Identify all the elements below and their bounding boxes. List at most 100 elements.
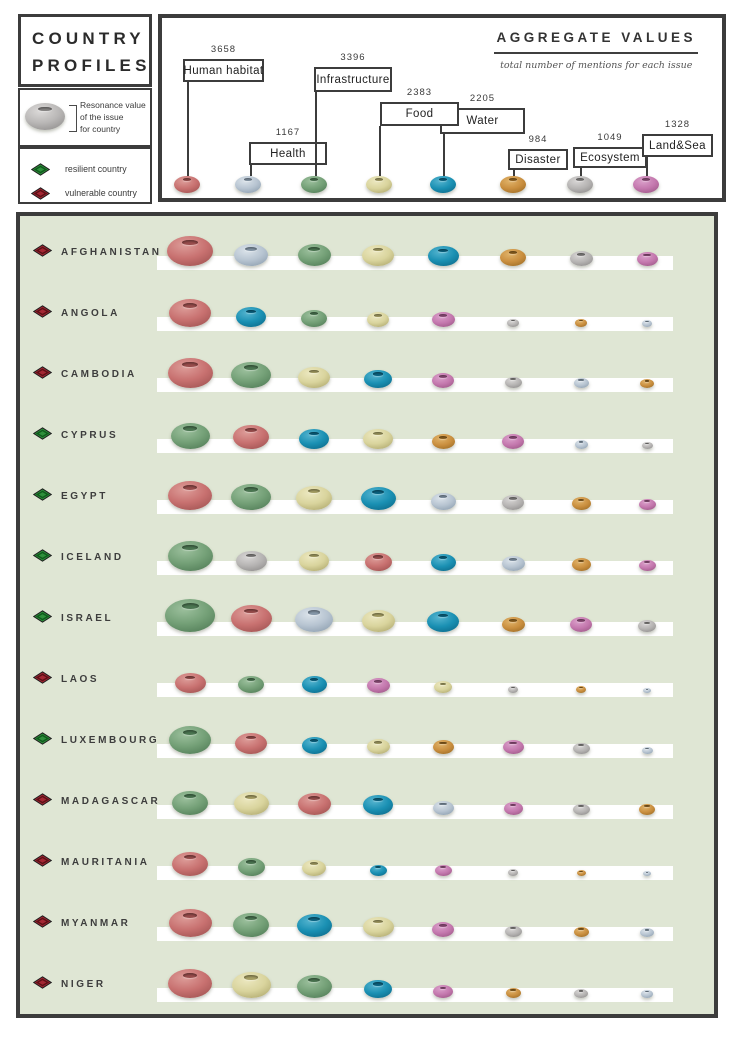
status-legend: resilient country vulnerable country xyxy=(18,147,152,204)
donut-disaster xyxy=(575,319,587,327)
donut-health xyxy=(501,556,525,571)
donut-food xyxy=(361,610,395,632)
connector-line-infrastructure xyxy=(315,92,317,176)
donut-habitat xyxy=(174,176,200,193)
donut-health xyxy=(641,990,653,998)
donut-landsea xyxy=(633,176,659,193)
connector-line-disaster xyxy=(513,170,515,176)
donut-ecosystem xyxy=(507,319,519,327)
page-title: COUNTRY xyxy=(32,29,145,48)
donut-ecosystem xyxy=(508,869,518,876)
donut-ecosystem xyxy=(504,377,522,388)
donut-landsea xyxy=(502,434,524,449)
donut-health xyxy=(430,493,456,510)
vulnerable-diamond-icon xyxy=(32,854,53,867)
donut-infrastructure xyxy=(297,244,331,266)
issue-box-habitat: Human habitat xyxy=(183,59,264,82)
donut-infrastructure xyxy=(231,484,271,510)
donut-food xyxy=(434,681,452,693)
aggregate-value-food: 2383 xyxy=(406,87,433,98)
donut-infrastructure xyxy=(167,541,213,571)
donut-health xyxy=(643,688,651,693)
donut-water xyxy=(301,676,327,693)
donut-food xyxy=(363,429,393,449)
aggregate-value-infrastructure: 3396 xyxy=(340,52,366,63)
aggregate-title: AGGREGATE VALUES xyxy=(494,30,698,54)
aggregate-value-disaster: 984 xyxy=(528,134,548,145)
issue-box-infrastructure: Infrastructure xyxy=(314,67,392,92)
vulnerable-diamond-icon xyxy=(30,187,51,205)
donut-infrastructure xyxy=(301,176,327,193)
row-band xyxy=(157,744,673,758)
country-status-resilient xyxy=(32,488,53,506)
donut-landsea xyxy=(638,499,656,510)
donut-landsea xyxy=(366,678,390,693)
donut-water xyxy=(296,914,332,937)
donut-food xyxy=(367,312,389,327)
donut-habitat xyxy=(172,852,208,876)
country-label: ISRAEL xyxy=(61,613,114,624)
donut-health xyxy=(574,440,588,449)
issue-box-ecosystem: Ecosystem xyxy=(573,147,647,168)
country-label: LUXEMBOURG xyxy=(61,735,160,746)
legend-resonance-line3: for country xyxy=(80,124,121,134)
aggregate-value-ecosystem: 1049 xyxy=(597,132,623,143)
donut-disaster xyxy=(431,434,455,449)
vulnerable-label: vulnerable country xyxy=(65,188,137,198)
row-band xyxy=(157,561,673,575)
donut-disaster xyxy=(639,804,655,815)
donut-disaster xyxy=(432,740,454,754)
donut-water xyxy=(369,865,387,876)
donut-ecosystem xyxy=(504,926,522,937)
row-band xyxy=(157,500,673,514)
donut-infrastructure xyxy=(233,913,269,937)
donut-food xyxy=(233,792,269,815)
donut-water xyxy=(427,611,459,632)
donut-infrastructure xyxy=(301,310,327,327)
row-band xyxy=(157,927,673,941)
donut-ecosystem xyxy=(569,251,593,266)
country-label: ANGOLA xyxy=(61,308,120,319)
connector-line-water xyxy=(443,134,445,176)
donut-disaster xyxy=(501,617,525,632)
donut-food xyxy=(366,176,392,193)
donut-disaster xyxy=(500,176,526,193)
row-band xyxy=(157,683,673,697)
aggregate-subtitle: total number of mentions for each issue xyxy=(500,60,693,71)
country-status-vulnerable xyxy=(32,305,53,323)
aggregate-values-panel: AGGREGATE VALUES total number of mention… xyxy=(158,14,726,202)
donut-habitat xyxy=(168,481,212,510)
country-status-resilient xyxy=(32,610,53,628)
vulnerable-diamond-icon xyxy=(32,915,53,928)
aggregate-title-block: AGGREGATE VALUES total number of mention… xyxy=(494,30,698,71)
country-label: NIGER xyxy=(61,979,106,990)
donut-ecosystem xyxy=(567,176,593,193)
country-label: MYANMAR xyxy=(61,918,131,929)
donut-landsea xyxy=(636,252,658,266)
donut-ecosystem xyxy=(508,686,518,693)
donut-health xyxy=(641,747,653,754)
country-status-vulnerable xyxy=(32,244,53,262)
row-band xyxy=(157,805,673,819)
donut-habitat xyxy=(174,673,206,693)
country-label: MADAGASCAR xyxy=(61,796,161,807)
donut-landsea xyxy=(433,985,453,998)
donut-infrastructure xyxy=(169,726,211,754)
donut-habitat xyxy=(167,358,213,388)
connector-line-food xyxy=(379,126,381,176)
resilient-label: resilient country xyxy=(65,164,127,174)
donut-health xyxy=(432,801,454,815)
donut-food xyxy=(362,245,394,266)
donut-health xyxy=(573,378,589,388)
legend-resonance-line1: Resonance value xyxy=(80,100,146,110)
issue-box-health: Health xyxy=(249,142,327,165)
donut-disaster xyxy=(640,379,654,388)
donut-infrastructure xyxy=(238,676,264,693)
row-band xyxy=(157,866,673,880)
donut-disaster xyxy=(573,927,589,937)
donut-disaster xyxy=(571,558,591,571)
aggregate-value-habitat: 3658 xyxy=(210,44,237,55)
country-status-resilient xyxy=(32,732,53,750)
donut-food xyxy=(366,739,390,754)
